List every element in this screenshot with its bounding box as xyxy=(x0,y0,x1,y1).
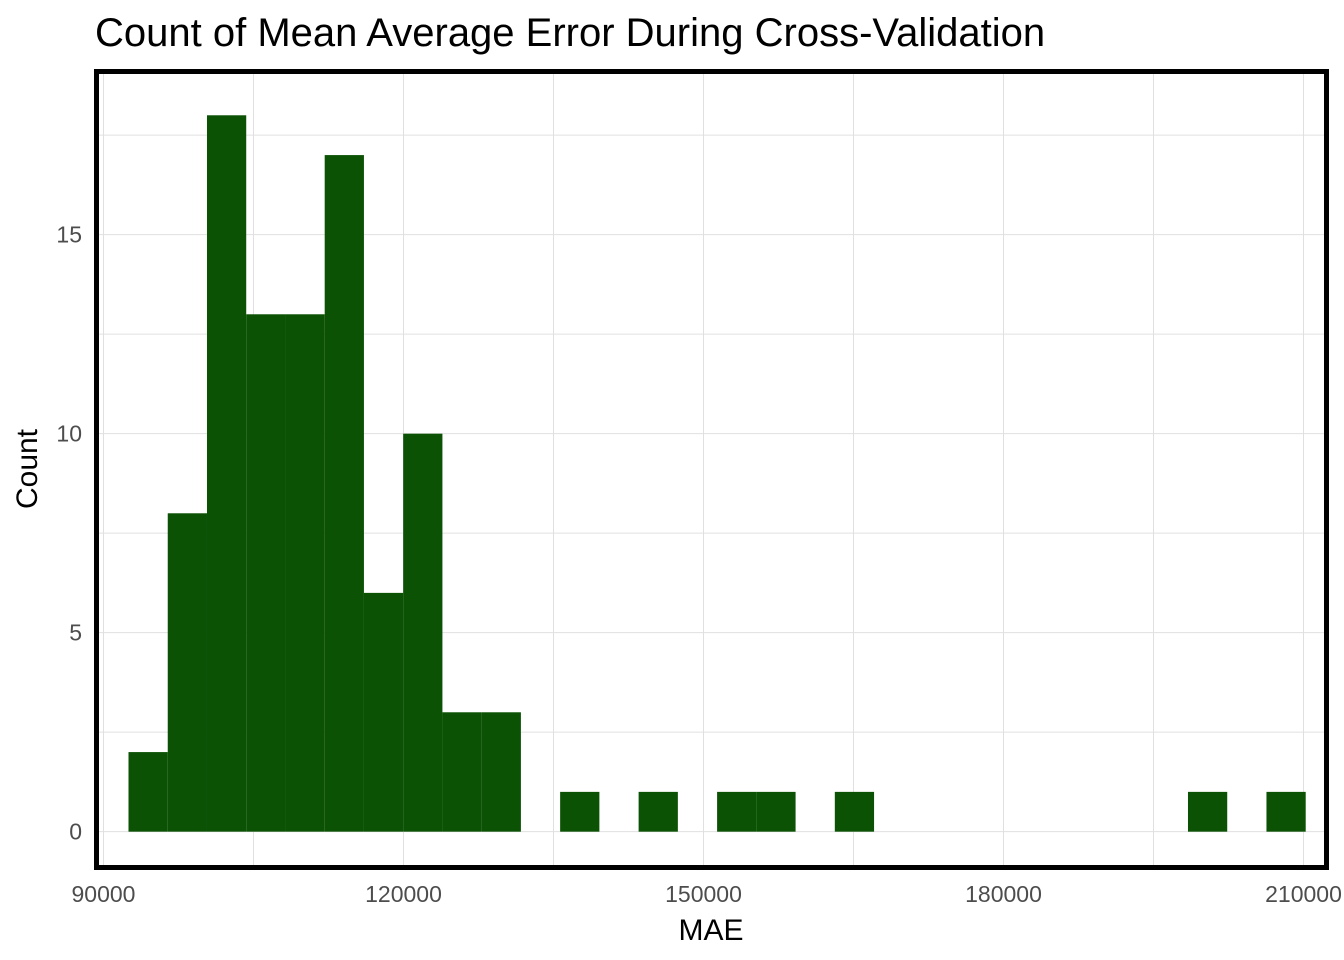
histogram-bar xyxy=(167,513,207,832)
x-tick-label: 120000 xyxy=(365,881,442,907)
x-tick-label: 210000 xyxy=(1265,881,1342,907)
histogram-bar xyxy=(1266,791,1306,832)
histogram-bar xyxy=(128,752,168,832)
chart-title: Count of Mean Average Error During Cross… xyxy=(95,11,1045,55)
histogram-bar xyxy=(834,791,875,832)
y-axis-ticks: 0 5 10 15 xyxy=(56,222,82,845)
histogram-bar xyxy=(363,592,404,832)
y-tick-label: 0 xyxy=(69,819,82,845)
histogram-bar xyxy=(717,791,757,832)
x-tick-label: 90000 xyxy=(72,881,136,907)
histogram-bar xyxy=(324,155,364,832)
panel-border xyxy=(94,69,1329,870)
y-tick-label: 15 xyxy=(56,222,82,248)
histogram-bar xyxy=(285,314,325,832)
histogram-bar xyxy=(1187,791,1228,832)
x-axis-title: MAE xyxy=(678,914,743,947)
y-tick-label: 5 xyxy=(69,620,82,646)
histogram-bar xyxy=(403,433,443,832)
x-axis-ticks: 90000 120000 150000 180000 210000 xyxy=(72,881,1342,907)
histogram-bar xyxy=(638,791,678,832)
x-tick-label: 150000 xyxy=(665,881,742,907)
histogram-bar xyxy=(481,712,521,832)
y-tick-label: 10 xyxy=(56,421,82,447)
histogram-bar xyxy=(442,712,482,832)
bars xyxy=(128,115,1306,832)
y-axis-title: Count xyxy=(11,428,44,509)
histogram-bar xyxy=(560,791,600,832)
histogram-bar xyxy=(206,115,247,832)
histogram-bar xyxy=(246,314,286,832)
x-tick-label: 180000 xyxy=(965,881,1042,907)
histogram-bar xyxy=(756,791,796,832)
